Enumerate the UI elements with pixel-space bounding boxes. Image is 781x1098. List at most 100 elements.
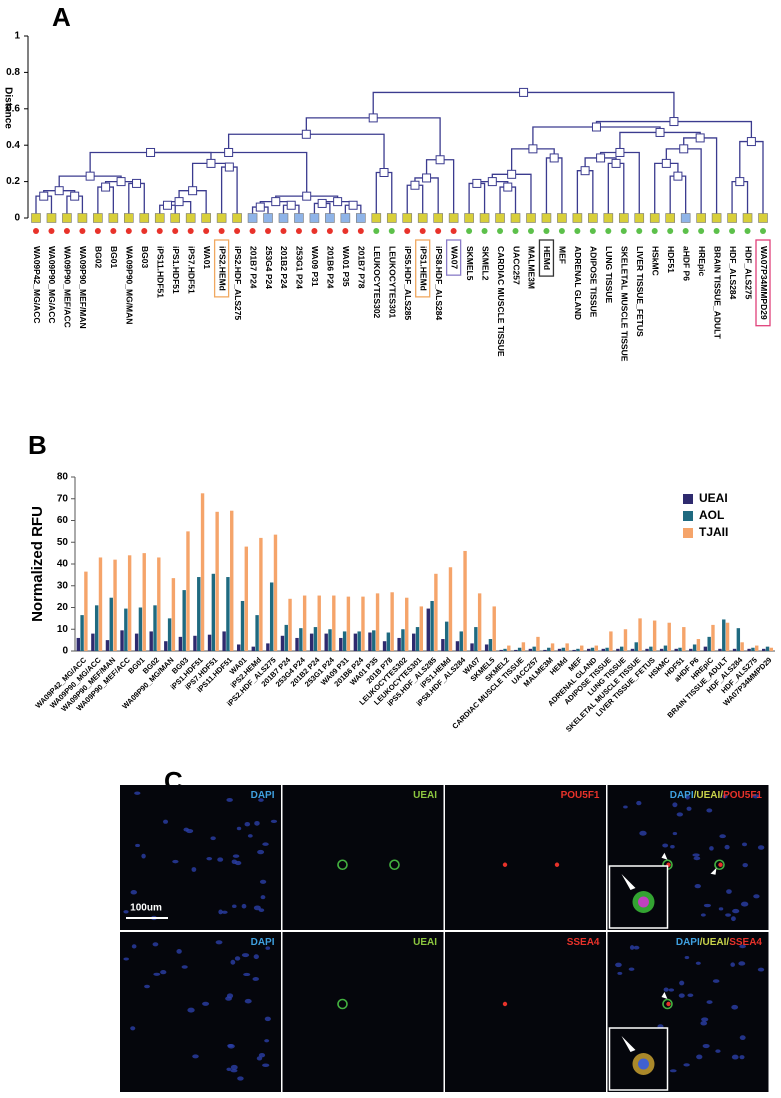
bar bbox=[547, 647, 551, 651]
leaf-node bbox=[711, 213, 722, 223]
leaf-node bbox=[417, 213, 428, 223]
leaf-node bbox=[433, 213, 443, 223]
stain-green bbox=[662, 998, 673, 1010]
bar bbox=[230, 510, 234, 651]
bar bbox=[142, 553, 146, 651]
nucleus bbox=[172, 859, 179, 864]
leaf-label: 253G4 P24 bbox=[264, 246, 274, 289]
dendrogram-link bbox=[654, 162, 679, 218]
dendrogram-node bbox=[615, 147, 625, 157]
y-axis-label: Normalized RFU bbox=[29, 506, 46, 622]
bar bbox=[284, 624, 288, 651]
bar bbox=[361, 596, 365, 651]
channel-label-part: DAPI bbox=[251, 937, 275, 948]
leaf-label: WA09P90_MEF/ACC bbox=[63, 246, 73, 328]
leaf-label: MEF bbox=[558, 246, 568, 264]
bar bbox=[678, 647, 682, 651]
bar bbox=[244, 546, 249, 651]
dendrogram-node bbox=[255, 202, 265, 212]
stain-red bbox=[718, 862, 723, 867]
leaf-dot bbox=[125, 228, 132, 234]
nucleus bbox=[678, 993, 685, 998]
leaf-dot bbox=[326, 228, 333, 234]
nucleus bbox=[672, 832, 678, 836]
leaf-node bbox=[77, 213, 88, 223]
leaf-label: SKMEL5 bbox=[465, 246, 475, 281]
channel-label: DAPI bbox=[251, 937, 275, 948]
nucleus bbox=[739, 1035, 746, 1041]
leaf-node bbox=[309, 213, 320, 223]
channel-label-part: UEAI bbox=[413, 937, 437, 948]
nucleus bbox=[130, 1026, 136, 1031]
dendrogram-node bbox=[162, 200, 172, 210]
bar bbox=[211, 573, 216, 651]
leaf-dot bbox=[605, 228, 612, 234]
bar bbox=[390, 592, 394, 651]
y-tick-label: 50 bbox=[57, 537, 69, 548]
leaf-node bbox=[649, 213, 660, 223]
leaf-label: HDF51 bbox=[666, 246, 676, 273]
leaf-label: WA09P90_MG/ACC bbox=[47, 246, 57, 323]
bar bbox=[751, 647, 755, 651]
bar bbox=[638, 618, 642, 651]
stain-green bbox=[714, 859, 725, 871]
nucleus bbox=[134, 791, 141, 795]
inset-nucleus bbox=[638, 1058, 649, 1070]
leaf-label: BG01 bbox=[109, 246, 119, 268]
stain-green bbox=[389, 859, 400, 871]
leaf-dot bbox=[373, 228, 380, 234]
nucleus bbox=[226, 1067, 232, 1072]
dendrogram-node bbox=[673, 171, 683, 181]
dendrogram-node bbox=[596, 153, 606, 163]
bar bbox=[565, 643, 569, 651]
dendrogram-node bbox=[746, 137, 756, 147]
bar bbox=[572, 649, 576, 651]
bar bbox=[718, 648, 722, 651]
bar bbox=[120, 630, 124, 651]
nucleus bbox=[628, 967, 635, 971]
nucleus bbox=[217, 857, 224, 862]
leaf-node bbox=[216, 213, 227, 223]
nucleus bbox=[739, 944, 746, 949]
dendrogram-node bbox=[661, 158, 671, 168]
channel-label: DAPI bbox=[251, 790, 275, 801]
dendrogram-node bbox=[54, 186, 64, 196]
nucleus bbox=[262, 842, 269, 846]
leaf-node bbox=[572, 213, 583, 223]
bar bbox=[430, 600, 434, 651]
nucleus bbox=[629, 945, 635, 950]
bar bbox=[507, 645, 511, 651]
y-tick-label: 0.2 bbox=[6, 176, 20, 187]
channel-label-part: DAPI bbox=[251, 790, 275, 801]
bar bbox=[521, 642, 526, 651]
channel-label: SSEA4 bbox=[567, 937, 600, 948]
bar bbox=[273, 534, 278, 651]
bar bbox=[463, 550, 467, 651]
nucleus bbox=[701, 1017, 709, 1022]
dendrogram-node bbox=[271, 197, 281, 207]
bar bbox=[240, 600, 245, 651]
nucleus bbox=[684, 955, 690, 960]
bar bbox=[171, 578, 176, 651]
bar bbox=[368, 632, 372, 651]
dendrogram-node bbox=[669, 117, 679, 127]
nucleus bbox=[752, 794, 760, 799]
nucleus bbox=[210, 836, 216, 841]
dendrogram-link bbox=[375, 171, 393, 218]
leaf-dot bbox=[187, 228, 194, 234]
dendrogram-node bbox=[549, 153, 559, 163]
nucleus bbox=[123, 910, 129, 914]
leaf-node bbox=[263, 213, 273, 223]
dendrogram-node bbox=[348, 200, 358, 210]
legend-label: TJAII bbox=[699, 525, 728, 539]
nucleus bbox=[740, 901, 749, 907]
bar bbox=[138, 607, 143, 651]
nucleus bbox=[131, 944, 137, 949]
nucleus bbox=[181, 965, 188, 969]
nucleus bbox=[696, 1054, 703, 1060]
dendrogram-node bbox=[116, 177, 126, 187]
nucleus bbox=[215, 940, 223, 945]
image-bg bbox=[120, 932, 281, 1092]
nucleus bbox=[241, 953, 250, 958]
bar bbox=[762, 648, 766, 651]
